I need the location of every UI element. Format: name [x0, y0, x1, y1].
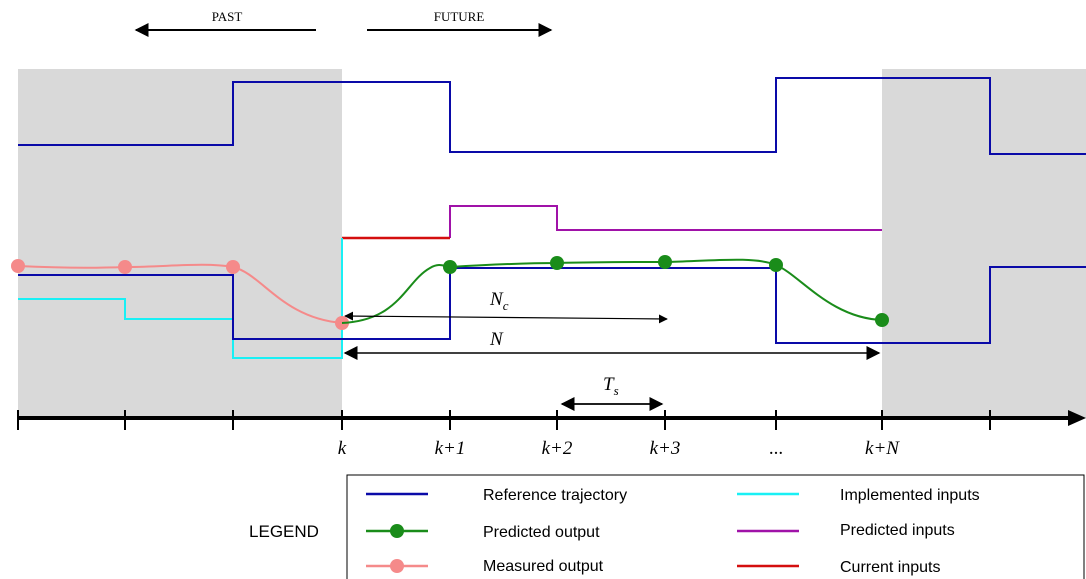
legend-title: LEGEND [249, 522, 319, 541]
predicted-output-point [658, 255, 672, 269]
control-horizon-arrow [344, 311, 668, 324]
legend-entry-current-inputs: Current inputs [737, 559, 941, 576]
control-horizon-label: Nc [489, 289, 509, 313]
reference-trajectory-lower [18, 266, 1086, 344]
prediction-horizon-label: N [489, 329, 504, 350]
legend-label-implemented-inputs: Implemented inputs [840, 487, 980, 504]
future-label: FUTURE [434, 9, 485, 24]
predicted-inputs-line [449, 205, 882, 238]
measured-output-point [226, 260, 240, 274]
past-shaded-region [18, 69, 342, 418]
legend-label-reference: Reference trajectory [483, 487, 627, 504]
tick-label-k-plus-3: k+3 [650, 438, 681, 459]
past-label: PAST [212, 9, 243, 24]
predicted-output-point [769, 258, 783, 272]
predicted-output-point [443, 260, 457, 274]
measured-output-point [11, 259, 25, 273]
legend-marker-measured-output [390, 559, 404, 573]
legend-label-predicted-inputs: Predicted inputs [840, 522, 955, 539]
measured-output-point [118, 260, 132, 274]
legend-box [346, 474, 1085, 579]
measured-output-curve [17, 263, 343, 324]
legend-label-predicted-output: Predicted output [483, 524, 600, 541]
predicted-output-point [875, 313, 889, 327]
tick-label-ellipsis: ... [769, 438, 783, 459]
beyond-horizon-shaded-region [882, 69, 1086, 418]
legend-marker-predicted-output [390, 524, 404, 538]
legend-entry-measured-output: Measured output [366, 558, 604, 575]
legend-entry-predicted-output: Predicted output [366, 524, 600, 541]
tick-label-k-plus-1: k+1 [435, 438, 466, 459]
reference-trajectory-upper [18, 77, 1086, 155]
legend-label-measured-output: Measured output [483, 558, 604, 575]
sampling-time-label: Ts [603, 374, 619, 398]
time-axis-ticks [17, 410, 991, 430]
tick-label-k: k [338, 438, 347, 459]
legend-entry-implemented-inputs: Implemented inputs [737, 487, 980, 504]
predicted-output-curve [341, 258, 883, 324]
legend-label-current-inputs: Current inputs [840, 559, 941, 576]
tick-label-k-plus-2: k+2 [542, 438, 573, 459]
legend-entry-predicted-inputs: Predicted inputs [737, 522, 955, 539]
tick-label-k-plus-n: k+N [865, 438, 900, 459]
legend-entry-reference-trajectory: Reference trajectory [366, 487, 627, 504]
time-axis-arrowhead [1068, 410, 1086, 426]
predicted-output-point [550, 256, 564, 270]
